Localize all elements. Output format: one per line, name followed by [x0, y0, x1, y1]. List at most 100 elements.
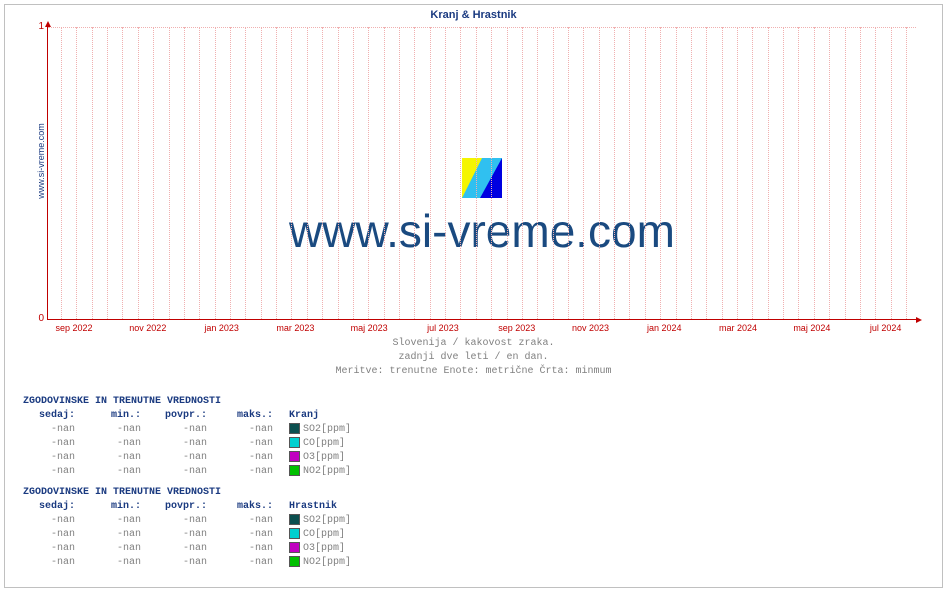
table-header-row: sedaj:min.:povpr.:maks.:Hrastnik	[23, 500, 389, 514]
gridline-v	[245, 27, 246, 319]
x-axis-arrow	[916, 317, 922, 323]
column-header: min.:	[81, 409, 147, 423]
table-cell: -nan	[23, 514, 81, 528]
table-heading: ZGODOVINSKE IN TRENUTNE VREDNOSTI	[23, 486, 389, 500]
ytick-label: 1	[32, 21, 44, 32]
table-cell: -nan	[81, 437, 147, 451]
gridline-v	[676, 27, 677, 319]
gridline-v	[153, 27, 154, 319]
series-label: CO[ppm]	[279, 437, 389, 451]
series-label: O3[ppm]	[279, 451, 389, 465]
table-cell: -nan	[147, 465, 213, 479]
color-swatch-icon	[289, 423, 300, 434]
series-name: CO[ppm]	[303, 529, 345, 540]
table-cell: -nan	[213, 542, 279, 556]
gridline-v	[722, 27, 723, 319]
column-header: povpr.:	[147, 409, 213, 423]
series-name: NO2[ppm]	[303, 467, 351, 478]
gridline-v	[737, 27, 738, 319]
xtick-label: jul 2024	[870, 323, 902, 333]
table-cell: -nan	[81, 556, 147, 570]
ytick-label: 0	[32, 313, 44, 324]
gridline-v	[906, 27, 907, 319]
gridline-v	[122, 27, 123, 319]
caption-block: Slovenija / kakovost zraka. zadnji dve l…	[5, 337, 942, 379]
gridline-v	[645, 27, 646, 319]
y-outer-label: www.si-vreme.com	[36, 123, 46, 199]
xtick-label: sep 2022	[56, 323, 93, 333]
gridline-v	[107, 27, 108, 319]
table-row: -nan-nan-nan-nanSO2[ppm]	[23, 423, 389, 437]
series-label: SO2[ppm]	[279, 514, 389, 528]
gridline-v	[322, 27, 323, 319]
table-cell: -nan	[213, 423, 279, 437]
plot-area: www.si-vreme.com 01sep 2022nov 2022jan 2…	[47, 27, 916, 320]
column-header: maks.:	[213, 409, 279, 423]
gridline-v	[307, 27, 308, 319]
series-name: SO2[ppm]	[303, 424, 351, 435]
xtick-label: nov 2022	[129, 323, 166, 333]
gridline-v	[276, 27, 277, 319]
gridline-v	[384, 27, 385, 319]
table-row: -nan-nan-nan-nanCO[ppm]	[23, 528, 389, 542]
table-cell: -nan	[81, 423, 147, 437]
series-label: NO2[ppm]	[279, 465, 389, 479]
color-swatch-icon	[289, 514, 300, 525]
gridline-v	[76, 27, 77, 319]
watermark: www.si-vreme.com	[289, 158, 675, 258]
table-row: -nan-nan-nan-nanO3[ppm]	[23, 451, 389, 465]
gridline-v	[445, 27, 446, 319]
chart-container: www.si-vreme.com Kranj & Hrastnik www.si…	[4, 4, 943, 588]
data-tables: ZGODOVINSKE IN TRENUTNE VREDNOSTIsedaj:m…	[23, 389, 389, 570]
gridline-v	[814, 27, 815, 319]
table-cell: -nan	[147, 542, 213, 556]
caption-line: zadnji dve leti / en dan.	[5, 351, 942, 365]
gridline-v	[414, 27, 415, 319]
gridline-v	[184, 27, 185, 319]
location-header: Kranj	[279, 409, 389, 423]
gridline-v	[845, 27, 846, 319]
gridline-v	[583, 27, 584, 319]
watermark-text: www.si-vreme.com	[289, 204, 675, 258]
gridline-v	[691, 27, 692, 319]
series-name: O3[ppm]	[303, 452, 345, 463]
location-header: Hrastnik	[279, 500, 389, 514]
table-cell: -nan	[213, 556, 279, 570]
table-cell: -nan	[147, 514, 213, 528]
xtick-label: nov 2023	[572, 323, 609, 333]
table-row: -nan-nan-nan-nanNO2[ppm]	[23, 465, 389, 479]
gridline-v	[430, 27, 431, 319]
table-heading: ZGODOVINSKE IN TRENUTNE VREDNOSTI	[23, 395, 389, 409]
gridline-v	[460, 27, 461, 319]
gridline-v	[614, 27, 615, 319]
table-cell: -nan	[81, 528, 147, 542]
series-label: NO2[ppm]	[279, 556, 389, 570]
table-cell: -nan	[23, 423, 81, 437]
gridline-v	[338, 27, 339, 319]
gridline-v	[875, 27, 876, 319]
column-header: sedaj:	[23, 500, 81, 514]
gridline-v	[768, 27, 769, 319]
series-label: O3[ppm]	[279, 542, 389, 556]
color-swatch-icon	[289, 437, 300, 448]
gridline-v	[169, 27, 170, 319]
gridline-v	[61, 27, 62, 319]
table-cell: -nan	[23, 542, 81, 556]
series-name: CO[ppm]	[303, 438, 345, 449]
color-swatch-icon	[289, 465, 300, 476]
table-cell: -nan	[147, 437, 213, 451]
series-label: SO2[ppm]	[279, 423, 389, 437]
gridline-v	[230, 27, 231, 319]
series-label: CO[ppm]	[279, 528, 389, 542]
gridline-v	[829, 27, 830, 319]
series-name: NO2[ppm]	[303, 557, 351, 568]
table-cell: -nan	[213, 465, 279, 479]
gridline-v	[660, 27, 661, 319]
color-swatch-icon	[289, 528, 300, 539]
table-row: -nan-nan-nan-nanNO2[ppm]	[23, 556, 389, 570]
gridline-v	[507, 27, 508, 319]
chart-title: Kranj & Hrastnik	[5, 9, 942, 21]
table-cell: -nan	[81, 514, 147, 528]
table-cell: -nan	[147, 528, 213, 542]
column-header: povpr.:	[147, 500, 213, 514]
